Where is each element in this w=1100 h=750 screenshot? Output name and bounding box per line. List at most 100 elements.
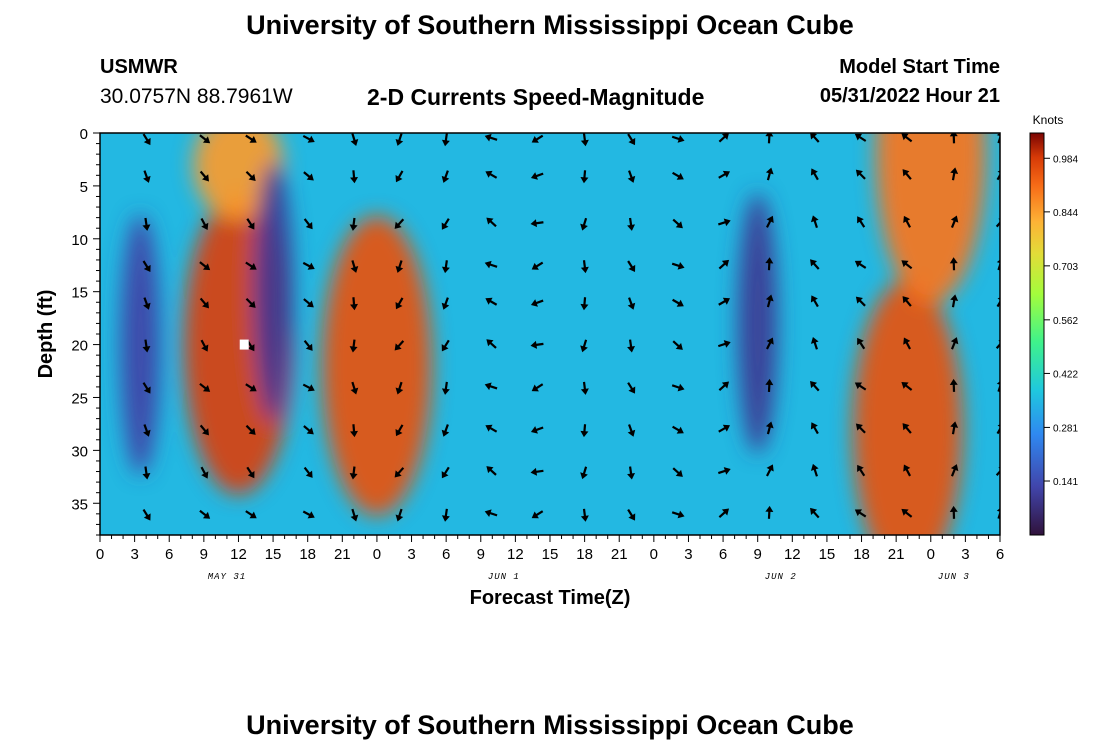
current-vector <box>902 169 912 180</box>
x-tick-label: 9 <box>200 546 208 563</box>
current-vector <box>857 464 866 477</box>
current-vector <box>486 339 497 349</box>
current-vector <box>580 381 589 395</box>
current-vector <box>350 170 359 184</box>
current-vector <box>901 260 913 270</box>
x-tick-label: 15 <box>265 546 282 563</box>
current-vector <box>302 134 315 143</box>
speed-feature <box>253 161 294 422</box>
current-vector <box>717 467 731 475</box>
current-vector <box>142 260 151 273</box>
x-tick-label: 3 <box>684 546 692 563</box>
x-tick-label: 3 <box>130 546 138 563</box>
current-vector <box>303 218 313 230</box>
current-vector <box>531 510 544 519</box>
x-tick-label: 18 <box>299 546 316 563</box>
current-vector <box>395 297 404 310</box>
current-vector <box>530 426 544 434</box>
current-vector <box>485 297 498 306</box>
current-vector <box>200 217 209 230</box>
current-vector <box>950 167 959 181</box>
current-vector <box>142 217 151 231</box>
x-tick-label: 3 <box>961 546 969 563</box>
current-vector <box>717 218 731 227</box>
current-vector <box>902 296 912 307</box>
current-vector <box>857 216 866 228</box>
current-vector <box>672 298 684 307</box>
current-vector <box>718 259 730 270</box>
current-vector <box>350 260 359 273</box>
current-vector <box>903 464 912 477</box>
current-vector <box>627 509 636 521</box>
current-vector <box>903 215 912 228</box>
y-axis: 0 5 10 15 20 25 30 35 <box>71 126 100 536</box>
current-vector <box>245 297 256 308</box>
station-id: USMWR <box>100 56 178 78</box>
colorbar-tick-label: 0.281 <box>1053 423 1078 434</box>
current-vector <box>855 296 866 307</box>
current-vector <box>627 424 636 437</box>
current-vector <box>672 171 684 180</box>
current-vector <box>810 295 819 308</box>
current-vector <box>672 340 683 350</box>
colorbar-tick-label: 0.984 <box>1053 154 1078 165</box>
current-vector <box>765 257 774 271</box>
current-vector <box>486 217 497 228</box>
current-vector <box>142 339 151 353</box>
station-coordinates: 30.0757N 88.7961W <box>100 85 293 108</box>
current-vector <box>717 340 731 348</box>
date-label: MAY 31 <box>208 572 246 582</box>
current-vector <box>810 380 820 392</box>
current-vector <box>901 508 913 518</box>
current-vector <box>199 382 211 392</box>
current-vector <box>245 424 256 435</box>
current-vector <box>949 257 958 271</box>
current-vector <box>395 133 404 146</box>
current-vector <box>855 423 866 434</box>
current-vector <box>627 297 636 310</box>
current-vector <box>580 260 589 274</box>
position-marker <box>239 339 249 350</box>
current-vector <box>530 219 544 228</box>
current-vector <box>627 133 636 146</box>
current-vector <box>350 133 359 146</box>
current-vector <box>245 134 257 143</box>
current-vector <box>530 172 544 180</box>
x-tick-label: 12 <box>784 546 801 563</box>
current-vector <box>855 169 866 180</box>
current-vector <box>718 297 731 306</box>
current-vector <box>246 218 255 230</box>
current-vector <box>349 339 358 353</box>
current-vector <box>303 171 314 181</box>
current-vector <box>441 218 450 230</box>
current-vector <box>765 464 774 477</box>
colorbar-tick-label: 0.844 <box>1053 208 1078 219</box>
current-vector <box>142 466 151 480</box>
current-vector <box>441 133 450 147</box>
current-vector <box>484 133 498 142</box>
current-vector <box>854 509 867 518</box>
current-vector <box>810 463 819 477</box>
current-vector <box>854 382 867 391</box>
chart-subtitle: 2-D Currents Speed-Magnitude <box>367 84 705 110</box>
speed-feature <box>120 214 161 475</box>
x-axis-label: Forecast Time(Z) <box>470 587 631 609</box>
current-vector <box>199 170 209 182</box>
current-vector <box>854 260 867 269</box>
current-vector <box>671 510 685 519</box>
speed-feature <box>875 133 986 305</box>
current-vector <box>303 339 313 351</box>
current-vector <box>441 339 450 352</box>
chart-title: University of Southern Mississippi Ocean… <box>246 10 854 40</box>
speed-heatmap <box>100 133 1000 535</box>
x-tick-label: 3 <box>407 546 415 563</box>
current-vector <box>302 383 315 392</box>
current-vector <box>143 297 151 310</box>
current-vector <box>349 466 358 480</box>
current-vector <box>671 262 685 270</box>
colorbar-tick-label: 0.562 <box>1053 316 1078 327</box>
current-vector <box>486 466 497 476</box>
current-vector <box>627 170 636 183</box>
x-axis: 0 3 6 9 12 15 18 21 0 3 6 9 12 15 18 21 0 3 6 9 12 15 18 21 0 3 6 M… <box>96 535 1004 582</box>
x-tick-label: 6 <box>996 546 1004 563</box>
